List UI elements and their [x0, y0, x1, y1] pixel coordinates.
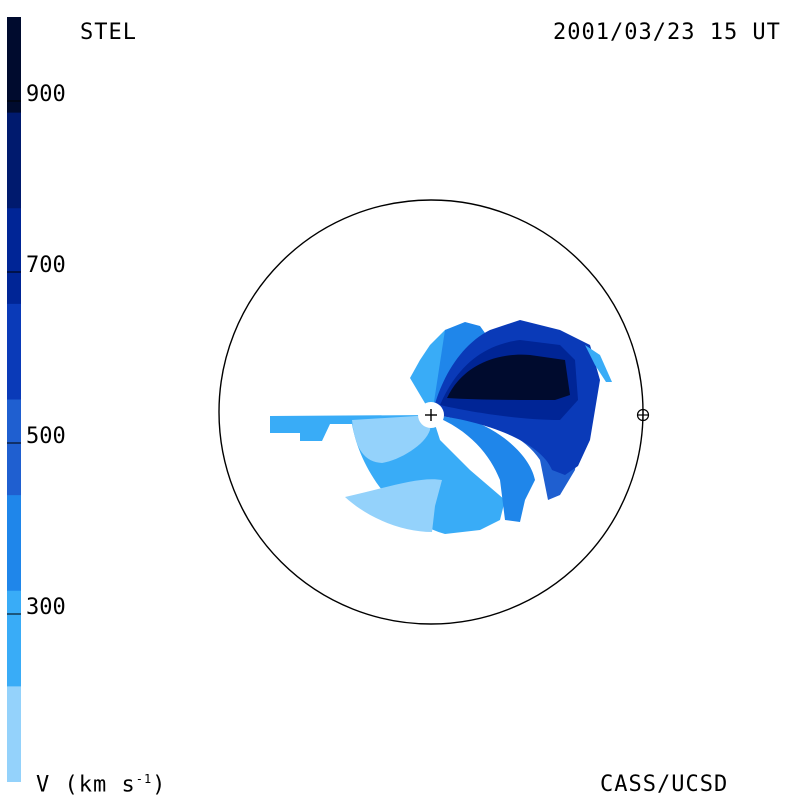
instrument-label: STEL: [80, 20, 137, 45]
earth-icon: [636, 408, 650, 422]
colorbar-tick-500: 500: [26, 424, 66, 449]
quantity-label-exp: -1: [135, 772, 153, 786]
velocity-region-200-lower: [345, 479, 442, 532]
colorbar-level-7: [7, 686, 21, 782]
sun-plus-icon: [425, 409, 437, 421]
quantity-label-suffix: ): [152, 772, 167, 798]
colorbar-level-4: [7, 399, 21, 496]
velocity-region-900: [447, 354, 570, 400]
colorbar-level-5: [7, 495, 21, 592]
colorbar-level-0: [7, 17, 21, 114]
velocity-region-200: [352, 415, 432, 463]
colorbar-level-2: [7, 208, 21, 305]
credit-label: CASS/UCSD: [600, 772, 729, 797]
timestamp-label: 2001/03/23 15 UT: [553, 20, 781, 45]
quantity-label: V (km s-1): [36, 772, 166, 797]
quantity-label-prefix: V (km s: [36, 772, 136, 798]
colorbar-level-6: [7, 590, 21, 687]
colorbar-level-1: [7, 112, 21, 209]
colorbar-tick-900: 900: [26, 82, 66, 107]
velocity-colorbar: [7, 17, 21, 782]
colorbar-tick-300: 300: [26, 595, 66, 620]
velocity-region-300: [270, 415, 505, 534]
colorbar-tick-700: 700: [26, 253, 66, 278]
velocity-region-edge: [585, 345, 612, 382]
colorbar-level-3: [7, 303, 21, 401]
colorbar-ticks: [7, 100, 21, 615]
velocity-region-350: [432, 415, 535, 522]
velocity-field: [270, 320, 612, 534]
